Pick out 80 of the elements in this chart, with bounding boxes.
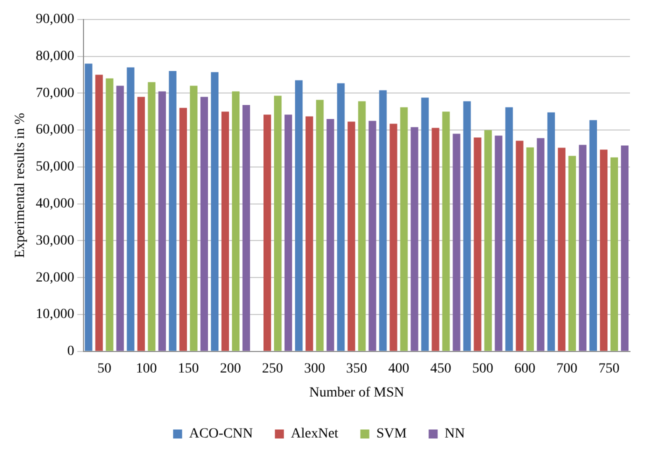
y-tick-label: 90,000: [36, 12, 74, 28]
bar: [84, 64, 92, 351]
y-tick-label: 70,000: [36, 86, 74, 101]
bar: [295, 80, 303, 351]
x-tick-label: 600: [514, 361, 536, 376]
bar: [148, 82, 156, 351]
bar: [264, 114, 272, 351]
bar: [600, 150, 608, 351]
bar: [221, 112, 230, 351]
bar: [106, 78, 114, 351]
bar: [200, 96, 208, 351]
bar: [179, 108, 187, 351]
legend-label: ACO-CNN: [189, 426, 253, 442]
bar: [442, 112, 450, 351]
bar: [474, 137, 482, 351]
bar: [536, 138, 544, 351]
x-tick-label: 100: [136, 361, 157, 376]
x-tick-label: 350: [346, 361, 368, 376]
bar: [242, 104, 250, 351]
x-tick-label: 750: [598, 361, 620, 376]
x-tick-label: 150: [178, 361, 199, 376]
bar: [95, 74, 103, 351]
x-tick-label: 50: [97, 361, 112, 376]
x-tick-label: 250: [262, 361, 284, 376]
bar: [516, 140, 524, 351]
bar: [210, 72, 219, 351]
bar: [578, 144, 586, 351]
bar: [547, 112, 555, 351]
x-tick-label: 300: [304, 361, 326, 376]
bar: [410, 127, 418, 351]
bar: [358, 101, 366, 351]
bar: [337, 83, 345, 351]
legend-label: NN: [444, 426, 465, 442]
x-tick-label: 400: [388, 361, 410, 376]
bar: [126, 67, 134, 351]
x-tick-label: 200: [220, 361, 241, 376]
legend-label: SVM: [376, 426, 408, 442]
bar: [158, 91, 166, 351]
bar: [116, 86, 124, 351]
bar: [168, 71, 176, 351]
bar: [379, 90, 387, 351]
bar: [484, 130, 492, 351]
y-tick-label: 50,000: [36, 160, 74, 175]
y-axis-title: Experimental results in %: [13, 112, 28, 258]
x-axis-title: Number of MSN: [309, 385, 404, 400]
y-tick-label: 40,000: [36, 196, 74, 212]
bar: [190, 86, 198, 351]
bar: [232, 91, 240, 351]
x-tick-label: 500: [472, 361, 494, 376]
bar: [494, 136, 502, 351]
bar: [568, 156, 576, 351]
bar: [505, 107, 513, 351]
bar: [421, 98, 429, 351]
y-tick-label: 60,000: [36, 122, 74, 138]
bar: [526, 147, 534, 351]
bar: [452, 134, 460, 351]
bar: [326, 119, 334, 351]
y-tick-label: 30,000: [36, 233, 74, 248]
y-tick-label: 80,000: [36, 48, 74, 64]
bar: [390, 124, 398, 351]
bar: [274, 96, 282, 351]
x-tick-label: 700: [556, 361, 578, 376]
bar: [368, 120, 376, 351]
y-tick-label: 0: [67, 344, 74, 360]
bar: [306, 116, 314, 351]
x-tick-label: 450: [430, 361, 452, 376]
bar: [284, 114, 292, 351]
bar: [316, 100, 324, 351]
bar: [432, 128, 440, 351]
bar: [400, 107, 408, 351]
y-tick-label: 10,000: [36, 307, 74, 322]
bar: [137, 96, 145, 351]
bar: [558, 148, 566, 351]
bar: [610, 157, 618, 351]
legend-label: AlexNet: [290, 426, 338, 442]
bar: [620, 146, 629, 351]
bar: [463, 101, 471, 351]
bar: [589, 120, 597, 351]
bar: [348, 122, 356, 351]
y-tick-label: 20,000: [36, 270, 74, 286]
